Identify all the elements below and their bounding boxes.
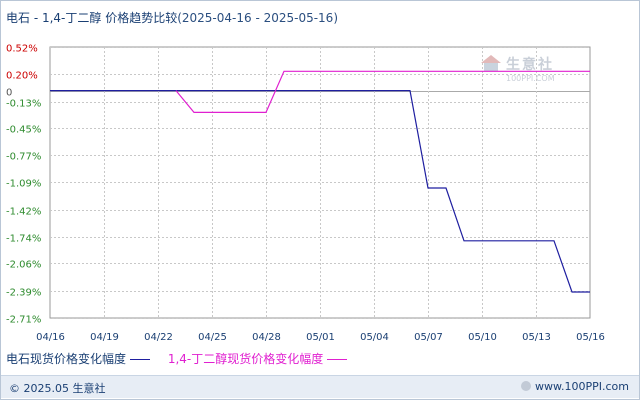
- watermark-name: 生意社: [506, 57, 554, 73]
- y-tick-label: -1.42%: [6, 207, 41, 218]
- legend-label-series-2: 1,4-丁二醇现货价格变化幅度: [167, 352, 324, 366]
- y-tick-label: -0.13%: [6, 99, 41, 110]
- x-tick-label: 04/16: [36, 332, 65, 343]
- x-tick-label: 04/19: [90, 332, 119, 343]
- x-tick-label: 04/25: [198, 332, 227, 343]
- x-tick-label: 05/16: [576, 332, 605, 343]
- footer-site[interactable]: www.100PPI.com: [521, 380, 629, 393]
- y-tick-label: 0: [6, 88, 12, 99]
- y-axis-ticks: 0.52% 0.20% 0-0.13% -0.45% -0.77% -1.09% -1.42…: [6, 44, 41, 326]
- y-tick-label: 0.52%: [6, 44, 38, 55]
- x-tick-label: 05/01: [306, 332, 335, 343]
- y-tick-label: -0.45%: [6, 125, 41, 136]
- x-tick-label: 05/04: [360, 332, 389, 343]
- x-tick-label: 04/28: [252, 332, 281, 343]
- legend-item-series-2: 1,4-丁二醇现货价格变化幅度: [167, 350, 348, 367]
- y-tick-label: -2.39%: [6, 288, 41, 299]
- site-globe-icon: [521, 381, 532, 391]
- x-axis-ticks: 04/16 04/19 04/22 04/25 04/28 05/01 05/04 05/07…: [36, 332, 605, 343]
- chart-title: 电石 - 1,4-丁二醇 价格趋势比较(2025-04-16 - 2025-05…: [6, 9, 338, 26]
- footer-bar: © 2025.05 生意社 www.100PPI.com: [1, 375, 639, 398]
- series-line-2: [175, 70, 590, 114]
- watermark: 生意社 100PPI.COM: [480, 54, 555, 83]
- chart-title-main: 电石 - 1,4-丁二醇 价格趋势比较: [6, 11, 178, 25]
- x-tick-label: 05/10: [468, 332, 497, 343]
- chart-grid: [49, 46, 591, 319]
- chart-title-range: (2025-04-16 - 2025-05-16): [177, 11, 339, 25]
- x-tick-label: 05/07: [414, 332, 443, 343]
- legend-item-series-1: 电石现货价格变化幅度: [6, 350, 151, 367]
- y-tick-label: -1.09%: [6, 179, 41, 190]
- series-line-1: [50, 89, 590, 293]
- y-tick-label: 0.20%: [6, 71, 38, 82]
- legend-label-series-1: 电石现货价格变化幅度: [6, 352, 127, 366]
- footer-copyright: © 2025.05 生意社: [9, 382, 106, 395]
- x-tick-label: 04/22: [144, 332, 173, 343]
- x-tick-label: 05/13: [522, 332, 551, 343]
- legend-swatch-series-1: [130, 359, 151, 360]
- y-tick-label: -2.06%: [6, 260, 41, 271]
- watermark-url: 100PPI.COM: [506, 74, 555, 83]
- chart-series: [50, 70, 590, 293]
- watermark-logo-icon: [480, 54, 502, 76]
- y-tick-label: -1.74%: [6, 234, 41, 245]
- y-tick-label: -0.77%: [6, 152, 41, 163]
- chart-legend: 电石现货价格变化幅度 1,4-丁二醇现货价格变化幅度: [6, 350, 361, 367]
- legend-swatch-series-2: [327, 359, 348, 360]
- y-tick-label: -2.71%: [6, 315, 41, 326]
- footer-site-link[interactable]: www.100PPI.com: [535, 380, 629, 393]
